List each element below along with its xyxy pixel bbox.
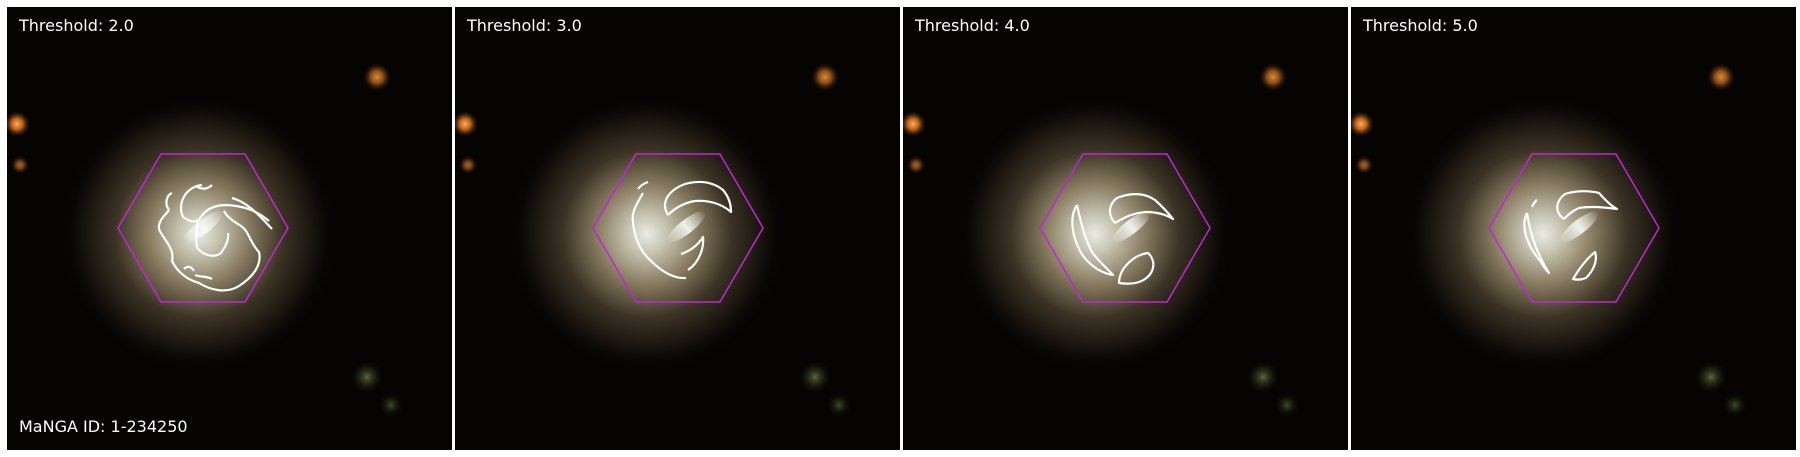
- image-panel-3: Threshold: 4.0: [903, 7, 1348, 450]
- hexagon-outline: [1488, 153, 1660, 303]
- contour-lines: [631, 180, 733, 280]
- contour-lines: [157, 183, 273, 292]
- image-panel-1: Threshold: 2.0 MaNGA ID: 1-234250: [7, 7, 452, 450]
- galaxy-image-1: [7, 7, 452, 450]
- threshold-label-1: Threshold: 2.0: [19, 16, 134, 35]
- threshold-label-2: Threshold: 3.0: [467, 16, 582, 35]
- hexagon-outline: [117, 153, 289, 303]
- galaxy-image-2: [455, 7, 900, 450]
- image-panel-2: Threshold: 3.0: [455, 7, 900, 450]
- hexagon-outline: [592, 153, 764, 303]
- threshold-label-4: Threshold: 5.0: [1363, 16, 1478, 35]
- galaxy-image-4: [1351, 7, 1796, 450]
- threshold-label-3: Threshold: 4.0: [915, 16, 1030, 35]
- contour-lines: [1523, 190, 1619, 281]
- image-panel-4: Threshold: 5.0: [1351, 7, 1796, 450]
- manga-id-label: MaNGA ID: 1-234250: [19, 417, 188, 436]
- galaxy-image-3: [903, 7, 1348, 450]
- contour-lines: [1071, 193, 1175, 285]
- hexagon-outline: [1039, 153, 1211, 303]
